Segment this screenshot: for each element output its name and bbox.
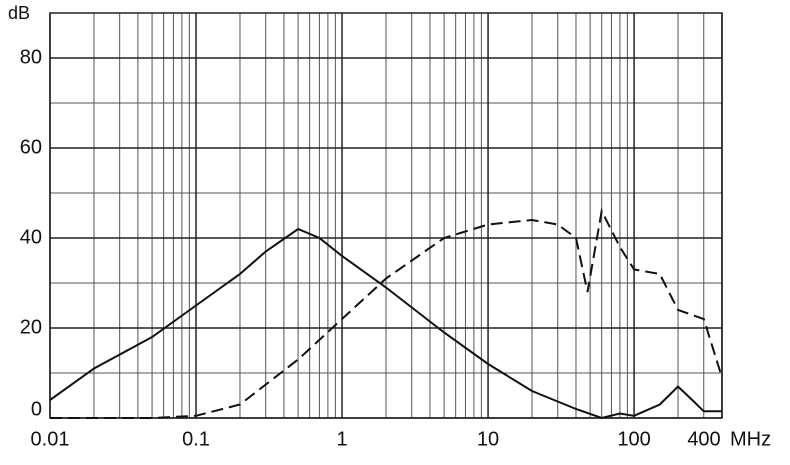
y-axis-label: dB: [8, 3, 30, 23]
x-tick-label: 1: [336, 428, 347, 450]
x-tick-label: 100: [617, 428, 650, 450]
y-tick-label: 40: [20, 226, 42, 248]
series-line: [50, 207, 723, 419]
y-tick-label: 20: [20, 316, 42, 338]
y-tick-label: 0: [31, 398, 42, 420]
x-axis-unit: MHz: [730, 428, 771, 450]
series-line: [49, 227, 722, 420]
plot-frame: [49, 12, 723, 419]
y-tick-label: 60: [20, 136, 42, 158]
y-tick-label: 80: [20, 46, 42, 68]
x-tick-label: 0.1: [182, 428, 210, 450]
x-tick-label: 400: [687, 428, 720, 450]
x-tick-label: 0.01: [31, 428, 70, 450]
x-tick-label: 10: [477, 428, 499, 450]
